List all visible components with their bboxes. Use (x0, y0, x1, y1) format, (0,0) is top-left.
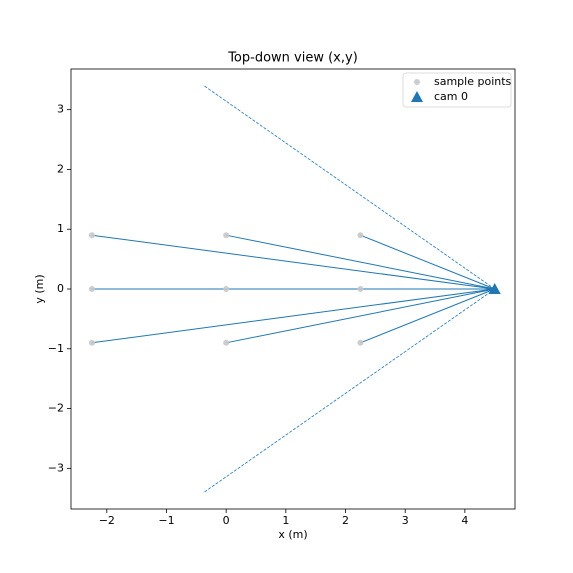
y-tick-label: 3 (57, 103, 64, 116)
plot-frame (70, 68, 516, 510)
legend-marker (414, 79, 420, 85)
x-tick-label: 1 (282, 514, 289, 527)
y-tick-label: −2 (48, 402, 64, 415)
x-tick-label: 2 (342, 514, 349, 527)
ray (91, 288, 495, 344)
legend-box (402, 72, 512, 108)
legend-label: cam 0 (434, 90, 468, 103)
sample-point (357, 232, 364, 239)
sample-point (223, 286, 230, 292)
fov-line (202, 288, 495, 494)
x-tick-label: −1 (158, 514, 174, 527)
ray (360, 288, 495, 344)
y-tick-label: −1 (48, 342, 64, 355)
sample-point (357, 286, 364, 292)
ray (226, 288, 495, 344)
legend-marker (411, 91, 423, 102)
chart-title: Top-down view (x,y) (227, 51, 358, 66)
y-axis-label: y (m) (33, 274, 46, 303)
x-tick-label: −2 (99, 514, 115, 527)
sample-point (88, 339, 95, 346)
ray (91, 234, 495, 290)
sample-point (357, 339, 364, 346)
legend-label: sample points (434, 75, 512, 88)
x-tick-label: 0 (223, 514, 230, 527)
fov-line (202, 84, 495, 290)
sample-point (88, 232, 95, 239)
y-tick-label: −3 (48, 461, 64, 474)
y-tick-label: 2 (57, 162, 64, 175)
sample-point (223, 232, 230, 239)
x-tick-label: 3 (402, 514, 409, 527)
sample-point (88, 286, 95, 292)
x-tick-label: 4 (461, 514, 468, 527)
ray (226, 234, 495, 290)
x-axis-label: x (m) (278, 528, 307, 541)
camera (488, 283, 501, 294)
y-tick-label: 1 (57, 222, 64, 235)
sample-point (223, 339, 230, 346)
y-tick-label: 0 (57, 282, 64, 295)
ray (360, 234, 495, 290)
